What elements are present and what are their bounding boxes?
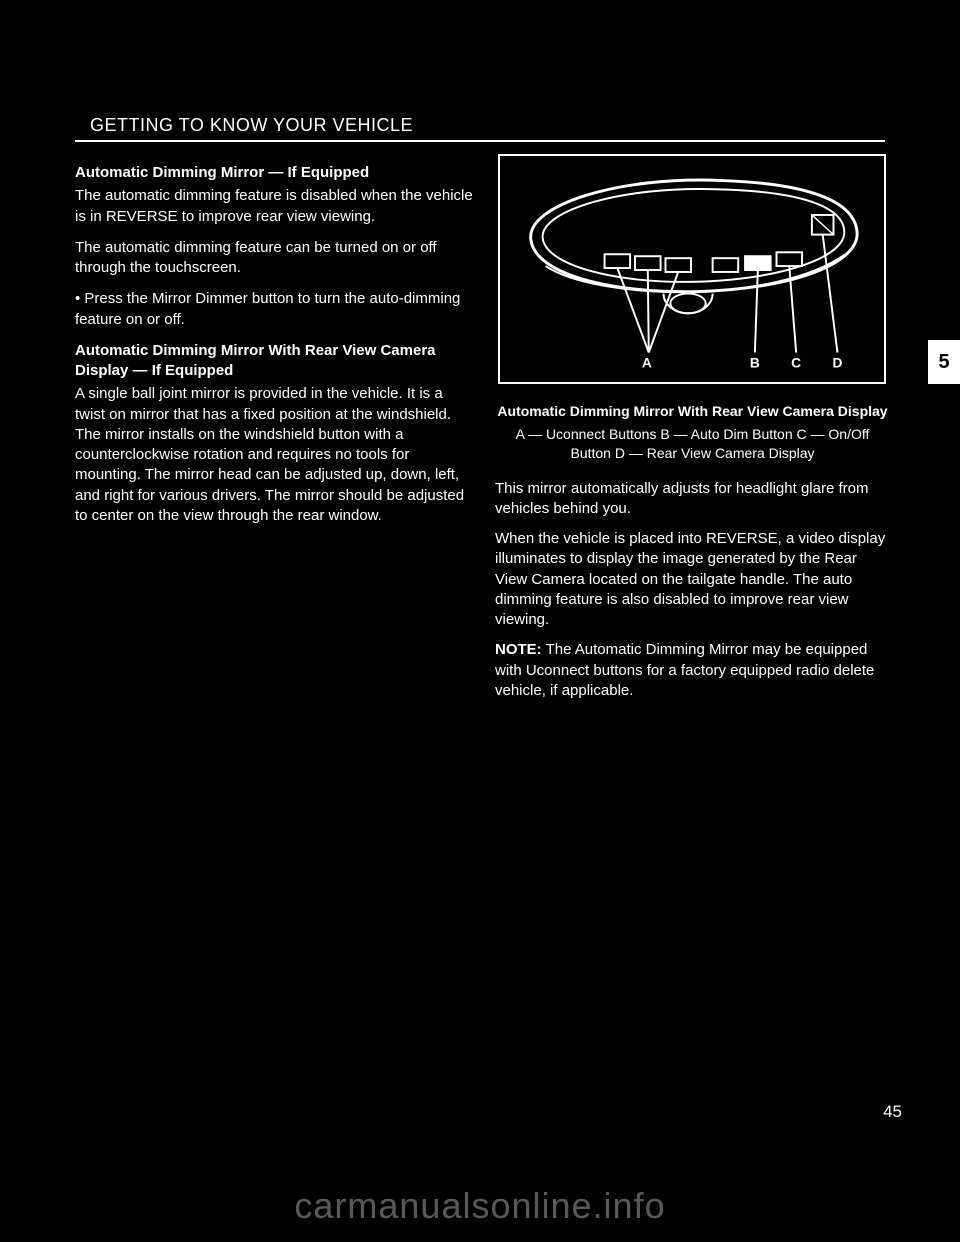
mirror-figure: A B C D: [498, 154, 886, 384]
note-label: NOTE:: [495, 641, 542, 658]
paragraph: When the vehicle is placed into REVERSE,…: [495, 529, 890, 630]
note-block: NOTE: The Automatic Dimming Mirror may b…: [495, 640, 890, 701]
heading-auto-dim-mirror: Automatic Dimming Mirror — If Equipped: [75, 163, 475, 183]
mirror-illustration: A B C D: [500, 156, 884, 382]
bullet-text: Press the Mirror Dimmer button to turn t…: [75, 290, 460, 327]
heading-auto-dim-camera: Automatic Dimming Mirror With Rear View …: [75, 341, 475, 382]
paragraph: The automatic dimming feature can be tur…: [75, 238, 475, 279]
figure-caption-title: Automatic Dimming Mirror With Rear View …: [495, 402, 890, 421]
label-b: B: [750, 355, 760, 370]
section-title: GETTING TO KNOW YOUR VEHICLE: [75, 115, 885, 140]
watermark: carmanualsonline.info: [294, 1185, 665, 1227]
right-column: Automatic Dimming Mirror With Rear View …: [495, 402, 890, 711]
paragraph: This mirror automatically adjusts for he…: [495, 479, 890, 520]
label-d: D: [832, 355, 842, 370]
section-header: GETTING TO KNOW YOUR VEHICLE: [75, 115, 885, 142]
note-text: The Automatic Dimming Mirror may be equi…: [495, 641, 874, 699]
tab-number: 5: [938, 351, 949, 374]
bullet-item: • Press the Mirror Dimmer button to turn…: [75, 289, 475, 330]
figure-legend: A — Uconnect Buttons B — Auto Dim Button…: [495, 425, 890, 463]
label-c: C: [791, 355, 801, 370]
paragraph: A single ball joint mirror is provided i…: [75, 384, 475, 526]
paragraph: The automatic dimming feature is disable…: [75, 186, 475, 227]
page-number: 45: [883, 1102, 902, 1122]
chapter-tab: 5: [928, 340, 960, 384]
label-a: A: [642, 355, 652, 370]
left-column: Automatic Dimming Mirror — If Equipped T…: [75, 163, 475, 537]
